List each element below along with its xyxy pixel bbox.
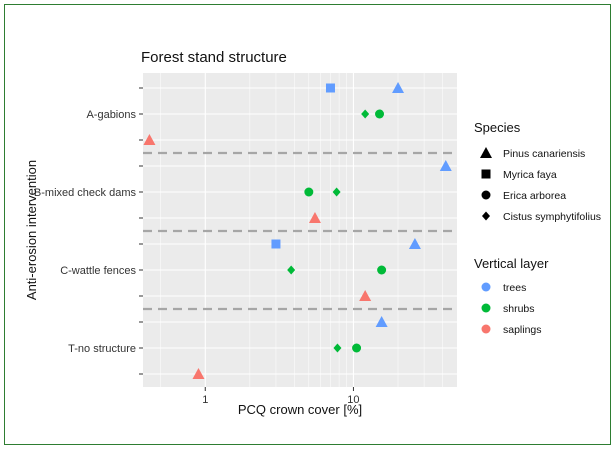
x-tick-label: 10 xyxy=(347,394,359,406)
data-point xyxy=(375,109,385,119)
legend-layer-label: shrubs xyxy=(503,303,535,315)
data-point xyxy=(361,109,370,119)
legend-species-key xyxy=(481,190,491,200)
legend-species-title: Species xyxy=(474,120,521,135)
legend-layer-key xyxy=(481,303,491,313)
data-point xyxy=(332,187,341,197)
data-point xyxy=(375,316,388,327)
legend-layer-title: Vertical layer xyxy=(474,256,549,271)
data-point xyxy=(325,83,335,93)
x-axis-title: PCQ crown cover [%] xyxy=(238,402,362,417)
y-tick-label: T-no structure xyxy=(68,343,136,355)
data-point xyxy=(308,212,321,223)
legend-species-label: Erica arborea xyxy=(503,190,566,202)
legend-layer-label: trees xyxy=(503,282,526,294)
legend-species-label: Myrica faya xyxy=(503,169,557,181)
legend-layer-key xyxy=(481,282,491,292)
legend-species-key xyxy=(481,169,491,179)
data-point xyxy=(287,265,296,275)
legend-species: Species Pinus canariensis Myrica faya Eric… xyxy=(474,120,601,223)
y-tick-label: B-mixed check dams xyxy=(34,187,137,199)
data-point xyxy=(359,290,372,301)
data-point xyxy=(392,82,405,93)
legend-species-label: Cistus symphytifolius xyxy=(503,211,601,223)
x-axis: 1 10 xyxy=(202,387,360,406)
y-axis: A-gabions B-mixed check dams C-wattle fenc… xyxy=(34,87,143,375)
legend-layer-label: saplings xyxy=(503,324,542,336)
data-point xyxy=(333,343,342,353)
data-point xyxy=(143,134,156,145)
x-tick-label: 1 xyxy=(202,394,208,406)
separator-lines xyxy=(143,151,457,311)
data-point xyxy=(192,368,205,379)
legend-layer-key xyxy=(481,324,491,334)
legend-species-key xyxy=(480,147,492,158)
data-point xyxy=(439,160,452,171)
legend-species-label: Pinus canariensis xyxy=(503,148,585,160)
legend-species-key xyxy=(482,211,490,221)
legend-layer: Vertical layer trees shrubs saplings xyxy=(474,256,549,336)
y-axis-title: Anti-erosion intervention xyxy=(24,160,39,300)
data-point xyxy=(304,187,314,197)
chart-title: Forest stand structure xyxy=(141,49,287,66)
data-point xyxy=(408,238,421,249)
y-tick-label: A-gabions xyxy=(86,109,136,121)
data-point xyxy=(271,239,281,249)
y-tick-label: C-wattle fences xyxy=(60,265,136,277)
data-point xyxy=(377,265,387,275)
data-points xyxy=(143,82,452,379)
data-point xyxy=(352,343,362,353)
